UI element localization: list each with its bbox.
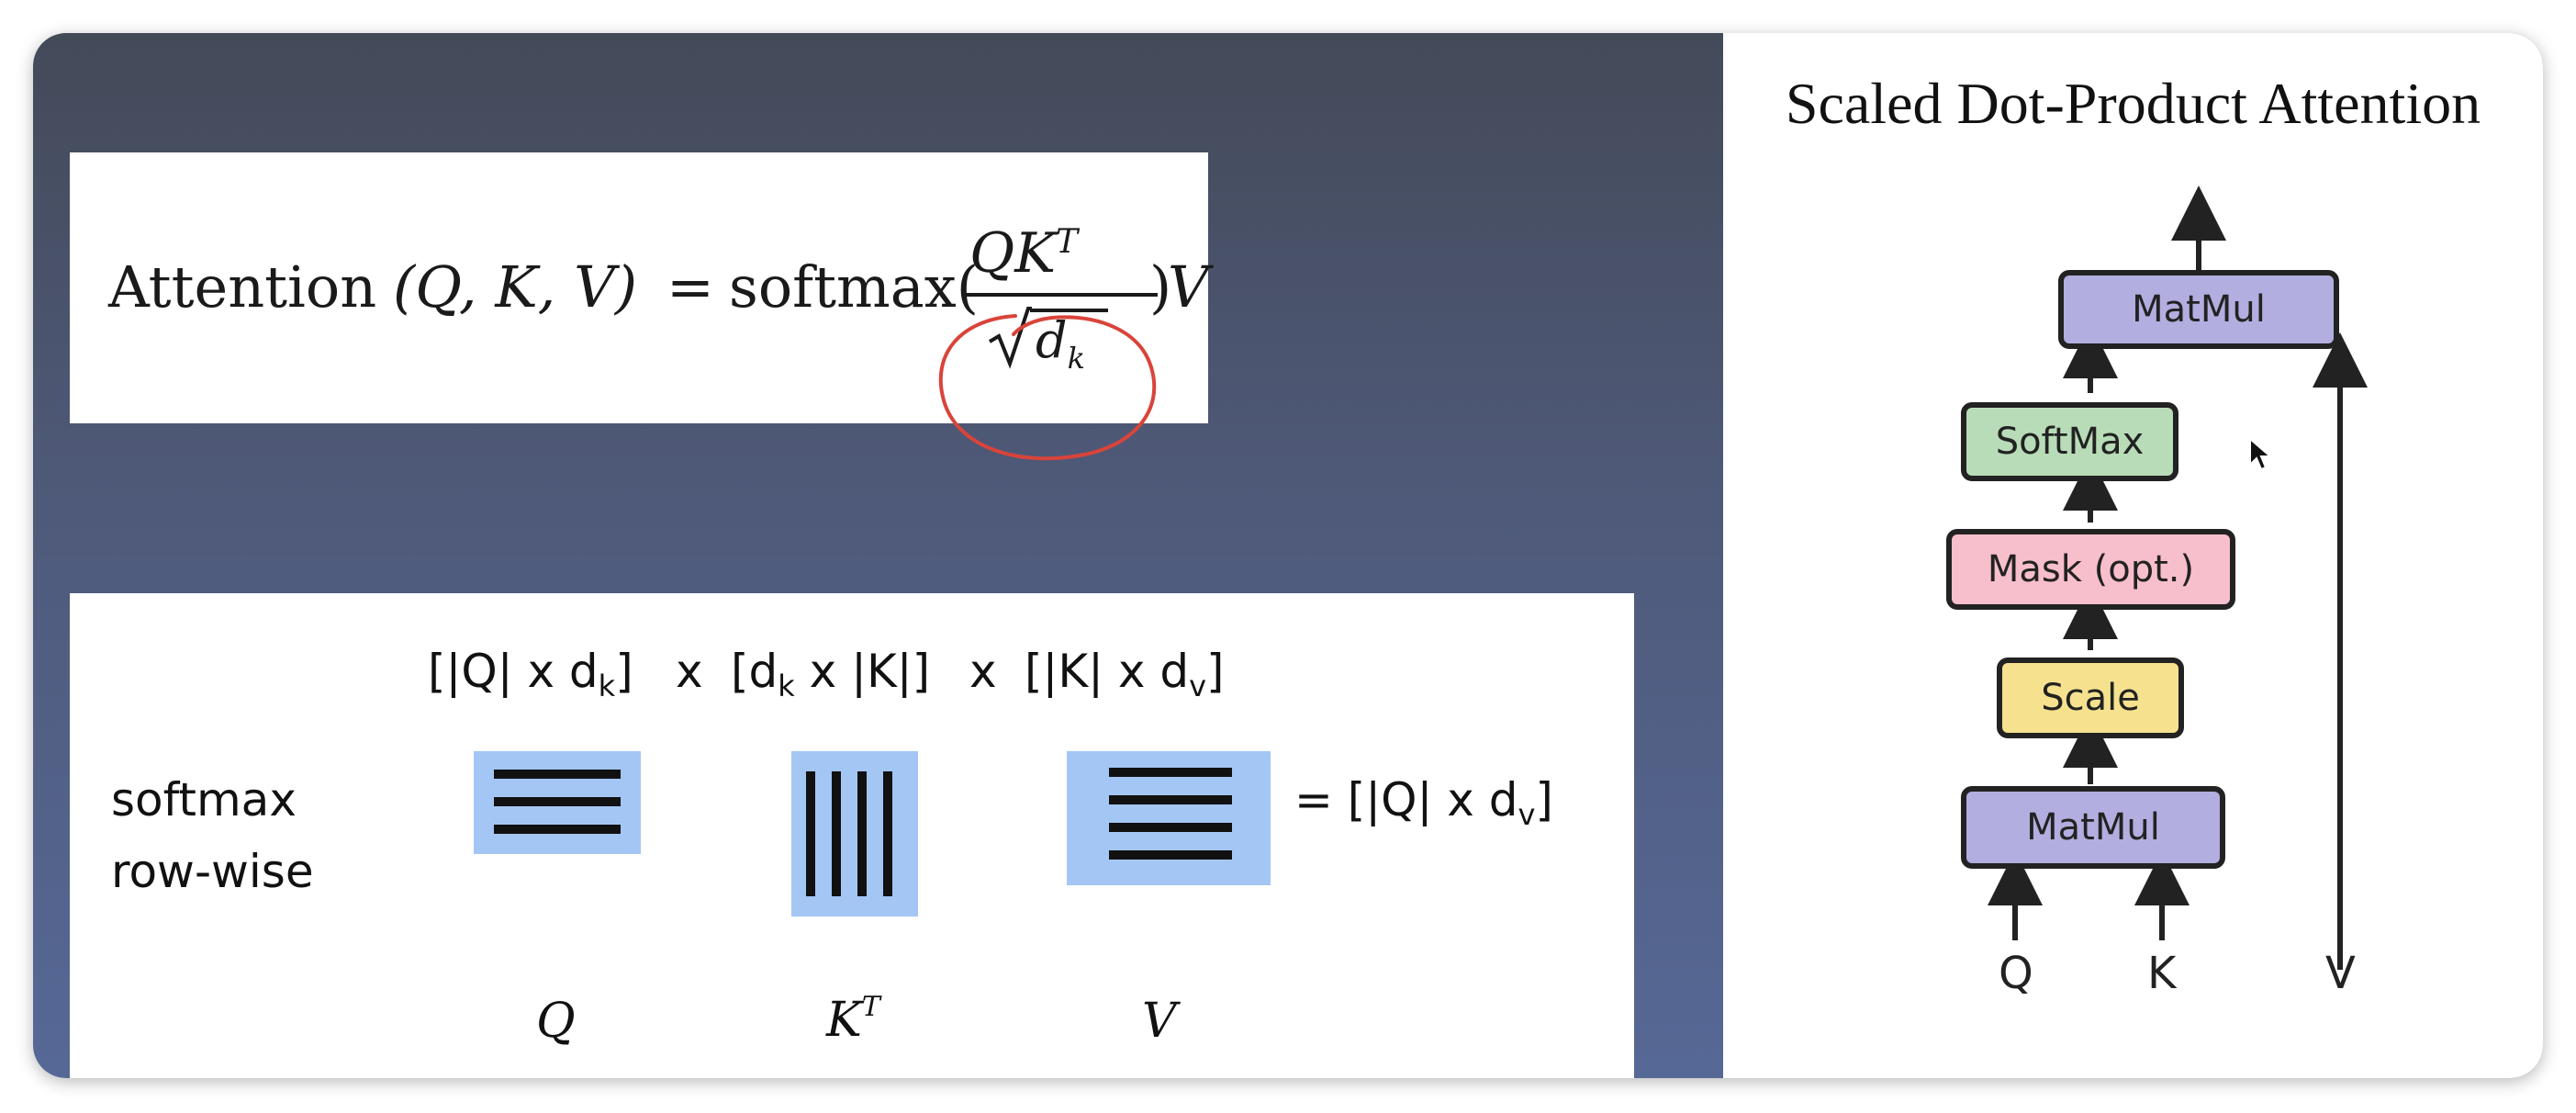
q-label: Q bbox=[536, 994, 576, 1049]
diagram-title: Scaled Dot-Product Attention bbox=[1785, 71, 2481, 136]
dims-v: [|K| x dv] bbox=[1025, 645, 1225, 703]
sqrt-overline bbox=[1030, 309, 1108, 312]
matmul-bottom-block: MatMul bbox=[1961, 786, 2225, 869]
kt-label: KT bbox=[826, 991, 880, 1048]
annotation-circle bbox=[938, 314, 1157, 461]
input-q-label: Q bbox=[1999, 948, 2033, 999]
diagram-arrows bbox=[1988, 186, 2368, 970]
formula-lhs: Attention bbox=[108, 253, 377, 320]
input-k-label: K bbox=[2147, 948, 2177, 999]
times-symbol-1: x bbox=[676, 645, 703, 698]
scale-block: Scale bbox=[1997, 658, 2184, 738]
dims-q: [|Q| x dk] bbox=[428, 645, 633, 703]
slide-frame: Attention (Q, K, V) = softmax( QKT dk ) … bbox=[33, 33, 2543, 1078]
attention-diagram-panel: Scaled Dot-Product Attention MatMul Soft… bbox=[1723, 33, 2543, 1078]
v-matrix bbox=[1067, 751, 1271, 885]
dims-kt: [dk x |K|] bbox=[731, 645, 931, 703]
input-v-label: V bbox=[2325, 948, 2356, 999]
mouse-cursor-icon bbox=[2249, 437, 2273, 471]
times-symbol-2: x bbox=[969, 645, 997, 698]
formula-args: (Q, K, V) bbox=[393, 253, 638, 320]
formula-softmax: softmax( bbox=[729, 253, 979, 320]
matmul-top-block: MatMul bbox=[2058, 270, 2339, 349]
fraction-bar bbox=[965, 293, 1158, 297]
formula-rparen: ) bbox=[1149, 253, 1172, 320]
row-wise-label: row-wise bbox=[111, 845, 314, 898]
attention-formula-card: Attention (Q, K, V) = softmax( QKT dk ) … bbox=[70, 152, 1209, 423]
matrix-dimensions-card: [|Q| x dk] x [dk x |K|] x [|K| x dv] sof… bbox=[70, 593, 1634, 1078]
softmax-label: softmax bbox=[111, 773, 297, 826]
mask-block: Mask (opt.) bbox=[1946, 529, 2235, 610]
formula-equals: = bbox=[666, 253, 714, 320]
result-dims: = [|Q| x dv] bbox=[1294, 773, 1553, 832]
formula-numerator: QKT bbox=[969, 221, 1079, 286]
softmax-block: SoftMax bbox=[1961, 402, 2178, 481]
kt-matrix bbox=[791, 751, 918, 916]
q-matrix bbox=[474, 751, 641, 854]
formula-v: V bbox=[1168, 253, 1209, 320]
formula-denominator: dk bbox=[1036, 311, 1085, 376]
v-label: V bbox=[1142, 994, 1177, 1049]
